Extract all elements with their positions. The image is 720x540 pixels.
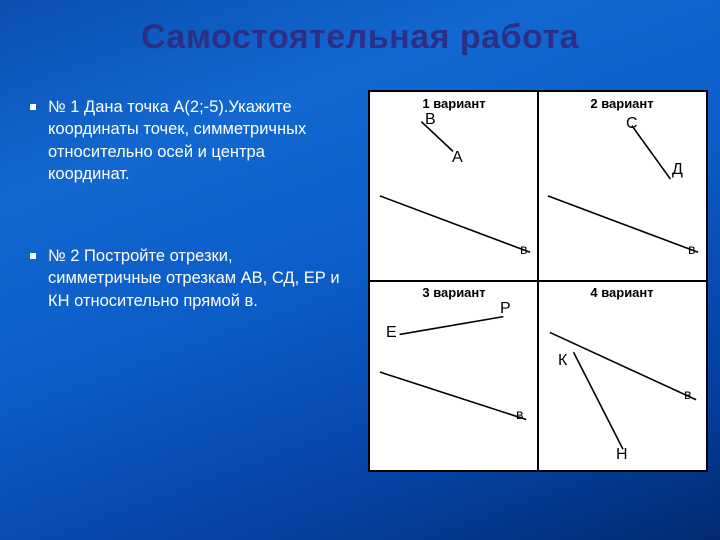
variant-svg — [370, 281, 538, 470]
point-label-B: В — [425, 112, 436, 128]
task-text: № 1 Дана точка А(2;-5).Укажите координат… — [48, 96, 340, 185]
variant-svg — [370, 92, 538, 281]
line-b — [380, 196, 530, 252]
line-b-label: в — [516, 407, 523, 421]
task-item: № 1 Дана точка А(2;-5).Укажите координат… — [30, 96, 340, 185]
variant-cell-3: 3 вариант Е Р в — [370, 281, 538, 470]
point-label-N: Н — [616, 447, 628, 463]
line-b-label: в — [520, 242, 527, 256]
segment-line — [574, 352, 623, 449]
line-b-label: в — [684, 387, 691, 401]
point-label-C: С — [626, 116, 638, 132]
variant-cell-4: 4 вариант К Н в — [538, 281, 706, 470]
task-item: № 2 Постройте отрезки, симметричные отре… — [30, 245, 340, 312]
variant-cell-1: 1 вариант В А в — [370, 92, 538, 281]
bullet-icon — [30, 253, 36, 259]
variant-svg — [538, 281, 706, 470]
point-label-D: Д — [672, 162, 683, 178]
point-label-P: Р — [500, 301, 511, 317]
line-b — [380, 372, 526, 419]
variant-grid: 1 вариант В А в 2 вариант С Д в 3 вариан… — [368, 90, 708, 472]
task-list: № 1 Дана точка А(2;-5).Укажите координат… — [30, 96, 340, 372]
segment-line — [632, 126, 671, 179]
point-label-A: А — [452, 150, 463, 166]
variant-cell-2: 2 вариант С Д в — [538, 92, 706, 281]
segment-line — [400, 317, 504, 335]
bullet-icon — [30, 104, 36, 110]
page-title: Самостоятельная работа — [0, 0, 720, 57]
task-text: № 2 Постройте отрезки, симметричные отре… — [48, 245, 340, 312]
point-label-E: Е — [386, 325, 397, 341]
line-b — [550, 332, 696, 399]
line-b-label: в — [688, 242, 695, 256]
line-b — [548, 196, 698, 252]
variant-svg — [538, 92, 706, 281]
point-label-K: К — [558, 353, 567, 369]
